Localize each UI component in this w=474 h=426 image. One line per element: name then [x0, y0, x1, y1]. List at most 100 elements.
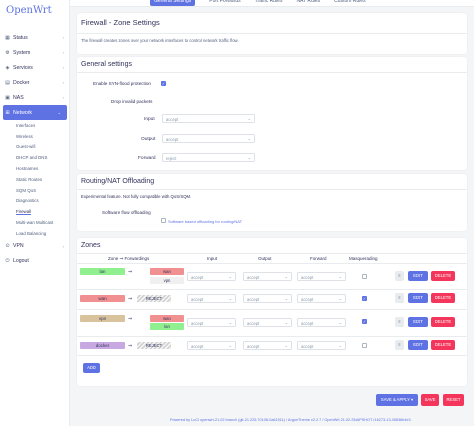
header-forward: Forward: [310, 256, 327, 261]
brand-logo: OpenWrt: [6, 5, 52, 16]
sw-offload-hint: Software based offloading for routing/NA…: [168, 219, 243, 224]
masquerading-checkbox[interactable]: [362, 274, 367, 279]
page-title: Firewall - Zone Settings: [81, 18, 160, 27]
sidebar-item-label: System: [13, 49, 31, 56]
chevron-down-icon: ⌄: [284, 343, 288, 348]
zone-name-badge: wan: [80, 295, 125, 302]
sidebar-sub-guest-wifi[interactable]: Guest-wifi: [0, 142, 70, 153]
sub-label: Load Balancing: [16, 230, 47, 236]
select-value: accept: [247, 343, 260, 349]
select-value: accept: [191, 296, 204, 302]
zones-card: Zones Zone ⇒ Forwardings Input Output Fo…: [77, 238, 467, 386]
zone-input-select[interactable]: accept ⌄: [187, 341, 236, 350]
syn-flood-checkbox[interactable]: ✓: [161, 81, 166, 86]
syn-flood-label: Enable SYN-flood protection: [93, 81, 151, 86]
forward-target-badge: vpn: [150, 277, 184, 284]
sidebar-item-vpn[interactable]: ⊙ VPN ›: [0, 239, 70, 254]
sub-label: Firewall: [16, 208, 32, 216]
sw-offload-checkbox[interactable]: [161, 218, 166, 223]
tab-bar: General Settings Port Forwards Traffic R…: [70, 0, 474, 7]
sidebar-sub-firewall[interactable]: Firewall: [0, 206, 70, 217]
sub-label: DHCP and DNS: [16, 155, 48, 161]
sidebar-sub-dhcp[interactable]: DHCP and DNS: [0, 152, 70, 163]
logout-icon: ⏻: [5, 258, 10, 265]
zone-forward-select[interactable]: accept ⌄: [297, 341, 346, 350]
zone-output-select[interactable]: accept ⌄: [243, 341, 292, 350]
zone-input-select[interactable]: accept ⌄: [187, 318, 236, 327]
sidebar-item-status[interactable]: ▦ Status ›: [0, 30, 70, 45]
edit-button[interactable]: EDIT: [408, 271, 428, 281]
sidebar-item-label: Docker: [13, 79, 30, 86]
sidebar-sub-diagnostics[interactable]: Diagnostics: [0, 196, 70, 207]
delete-button[interactable]: DELETE: [431, 317, 455, 327]
edit-button[interactable]: EDIT: [408, 317, 428, 327]
arrow-right-icon: ⇒: [128, 296, 133, 302]
save-apply-button[interactable]: SAVE & APPLY ▾: [376, 394, 418, 406]
edit-button[interactable]: EDIT: [408, 293, 428, 303]
chevron-down-icon: ⌄: [247, 116, 251, 121]
zone-input-select[interactable]: accept ⌄: [187, 272, 236, 281]
tab-traffic-rules[interactable]: Traffic Rules: [254, 0, 283, 4]
sidebar-item-nas[interactable]: ▣ NAS ›: [0, 90, 70, 105]
sidebar-sub-interfaces[interactable]: Interfaces: [0, 120, 70, 131]
sidebar-item-system[interactable]: ⚙ System ›: [0, 45, 70, 60]
zone-forward-select[interactable]: accept ⌄: [297, 318, 346, 327]
page-description: The firewall creates zones over your net…: [81, 38, 239, 43]
nas-icon: ▣: [5, 94, 10, 101]
delete-button[interactable]: DELETE: [431, 340, 455, 350]
zone-forward-select[interactable]: accept ⌄: [297, 294, 346, 303]
chevron-down-icon: ⌄: [228, 296, 232, 301]
sidebar-item-label: VPN: [13, 243, 24, 250]
forward-policy-select[interactable]: reject ⌄: [162, 153, 255, 162]
tab-custom-rules[interactable]: Custom Rules: [334, 0, 366, 4]
general-settings-title: General settings: [81, 61, 132, 68]
sub-label: Guest-wifi: [16, 144, 36, 150]
sidebar-sub-hostnames[interactable]: Hostnames: [0, 163, 70, 174]
zone-output-select[interactable]: accept ⌄: [243, 294, 292, 303]
reset-button[interactable]: RESET: [443, 394, 464, 406]
output-label: Output: [141, 137, 156, 142]
save-button[interactable]: SAVE: [421, 394, 439, 406]
sidebar-item-docker[interactable]: ▤ Docker ›: [0, 75, 70, 90]
zone-output-select[interactable]: accept ⌄: [243, 272, 292, 281]
select-value: accept: [166, 116, 179, 122]
input-policy-select[interactable]: accept ⌄: [162, 114, 255, 123]
zones-title: Zones: [81, 242, 101, 249]
tab-general-settings[interactable]: General Settings: [150, 0, 196, 6]
zone-output-select[interactable]: accept ⌄: [243, 318, 292, 327]
drag-handle-icon[interactable]: ≡: [395, 340, 404, 350]
sidebar-item-services[interactable]: ◈ Services ›: [0, 60, 70, 75]
tab-port-forwards[interactable]: Port Forwards: [209, 0, 241, 4]
delete-button[interactable]: DELETE: [431, 293, 455, 303]
sidebar-sub-sqm[interactable]: SQM QoS: [0, 185, 70, 196]
sidebar-sub-load-balancing[interactable]: Load Balancing: [0, 228, 70, 239]
sidebar-sub-static-routes[interactable]: Static Routes: [0, 174, 70, 185]
masquerading-checkbox[interactable]: [362, 343, 367, 348]
sidebar-sub-wireless[interactable]: Wireless: [0, 131, 70, 142]
drag-handle-icon[interactable]: ≡: [395, 293, 404, 303]
offloading-title: Routing/NAT Offloading: [81, 178, 155, 185]
sidebar-item-network[interactable]: ⊞ Network ⌄: [3, 105, 67, 120]
header-zone: Zone ⇒ Forwardings: [108, 256, 150, 261]
sidebar-sub-multiwan[interactable]: Multi-wan Multicast: [0, 217, 70, 228]
sidebar-item-logout[interactable]: ⏻ Logout: [0, 254, 70, 269]
zone-forward-select[interactable]: accept ⌄: [297, 272, 346, 281]
masquerading-checkbox[interactable]: ✓: [362, 296, 367, 301]
edit-button[interactable]: EDIT: [408, 340, 428, 350]
footer-credits: Powered by LuCI openwrt-21.02 branch (gi…: [170, 418, 411, 422]
select-value: accept: [247, 274, 260, 280]
chevron-right-icon: ›: [62, 80, 64, 85]
output-policy-select[interactable]: accept ⌄: [162, 134, 255, 143]
chevron-down-icon: ⌄: [228, 320, 232, 325]
chevron-right-icon: ›: [62, 95, 64, 100]
add-zone-button[interactable]: ADD: [83, 363, 100, 373]
drag-handle-icon[interactable]: ≡: [395, 317, 404, 327]
delete-button[interactable]: DELETE: [431, 271, 455, 281]
tab-nat-rules[interactable]: NAT Rules: [296, 0, 321, 4]
reject-badge: REJECT: [137, 295, 171, 302]
zone-input-select[interactable]: accept ⌄: [187, 294, 236, 303]
masquerading-checkbox[interactable]: ✓: [362, 319, 367, 324]
drag-handle-icon[interactable]: ≡: [395, 271, 404, 281]
services-icon: ◈: [5, 64, 10, 71]
select-value: accept: [191, 343, 204, 349]
